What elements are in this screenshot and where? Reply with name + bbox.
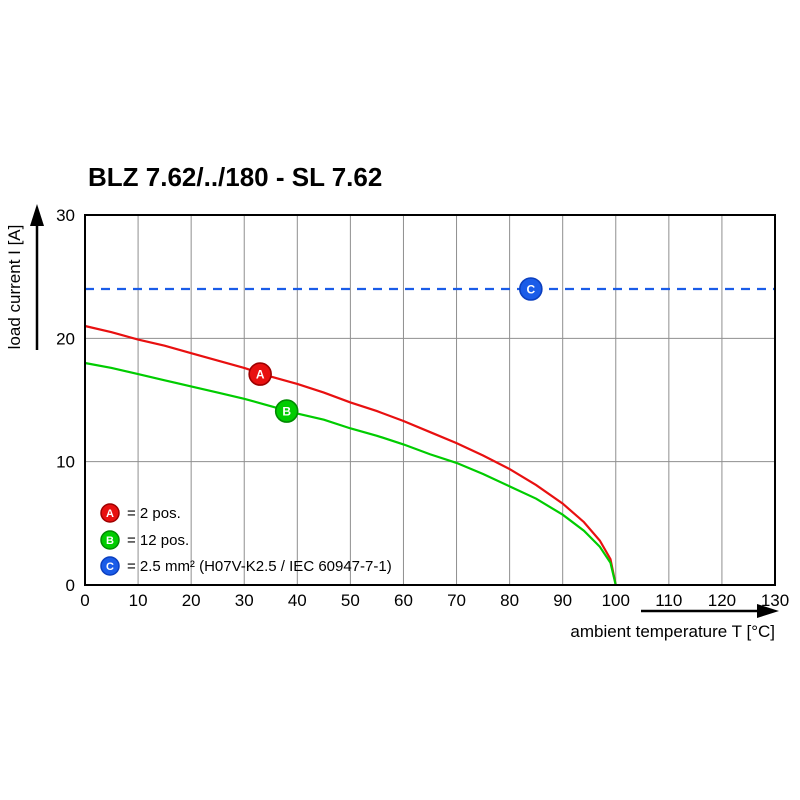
x-tick-label: 10 [129, 591, 148, 610]
x-axis-arrow-icon [641, 604, 779, 618]
legend-badge-c-letter: C [106, 561, 114, 573]
chart-title: BLZ 7.62/../180 - SL 7.62 [88, 162, 382, 192]
legend-badge-b-letter: B [106, 535, 114, 547]
y-tick-label: 30 [56, 206, 75, 225]
x-tick-label: 100 [602, 591, 630, 610]
x-tick-label: 40 [288, 591, 307, 610]
grid-layer [85, 215, 775, 585]
x-axis-label: ambient temperature T [°C] [570, 622, 775, 641]
x-tick-label: 50 [341, 591, 360, 610]
legend-item-b: B = 12 pos. [100, 530, 189, 550]
y-axis-arrow-icon [30, 204, 44, 350]
x-tick-label: 70 [447, 591, 466, 610]
curve-marker-b-icon [274, 399, 299, 423]
tick-layer: 0 10 20 30 40 50 60 70 80 90 100 110 120 130 0 10 20 30 [56, 206, 789, 610]
curve-marker-a-icon [248, 362, 272, 386]
legend-item-a: A = 2 pos. [100, 503, 181, 523]
legend-badge-b-icon [100, 530, 120, 550]
x-tick-label: 60 [394, 591, 413, 610]
x-tick-label: 130 [761, 591, 789, 610]
y-tick-label: 0 [66, 576, 75, 595]
curve-marker-b-letter: B [282, 405, 291, 419]
legend-item-c: C = 2.5 mm² (H07V-K2.5 / IEC 60947-7-1) [100, 556, 392, 576]
legend-badge-c-icon [100, 556, 120, 576]
legend-label-c: = 2.5 mm² (H07V-K2.5 / IEC 60947-7-1) [127, 558, 392, 575]
x-tick-label: 0 [80, 591, 89, 610]
plot-border [84, 214, 776, 586]
legend: A = 2 pos. B = 12 pos. C = 2.5 mm² (H07V… [100, 503, 392, 576]
series-curve-a [84, 324, 617, 586]
curve-marker-c-icon [519, 277, 543, 301]
legend-badge-a-icon [100, 503, 120, 523]
legend-label-a: = 2 pos. [127, 505, 181, 522]
series-layer [84, 287, 775, 586]
x-tick-label: 120 [708, 591, 736, 610]
x-tick-label: 110 [655, 591, 682, 610]
legend-label-b: = 12 pos. [127, 532, 189, 549]
curve-marker-a-letter: A [256, 368, 265, 382]
x-tick-label: 30 [235, 591, 254, 610]
y-axis-label: load current I [A] [5, 225, 24, 350]
x-tick-label: 80 [500, 591, 519, 610]
curve-marker-c-letter: C [527, 283, 536, 297]
series-curve-b [84, 361, 617, 586]
marker-layer: A B C [248, 277, 543, 423]
x-tick-label: 20 [182, 591, 201, 610]
x-tick-label: 90 [553, 591, 572, 610]
x-arrow-head [757, 604, 779, 618]
y-arrow-head [30, 204, 44, 226]
y-tick-label: 20 [56, 329, 75, 348]
legend-badge-a-letter: A [106, 508, 114, 520]
y-tick-label: 10 [56, 453, 75, 472]
